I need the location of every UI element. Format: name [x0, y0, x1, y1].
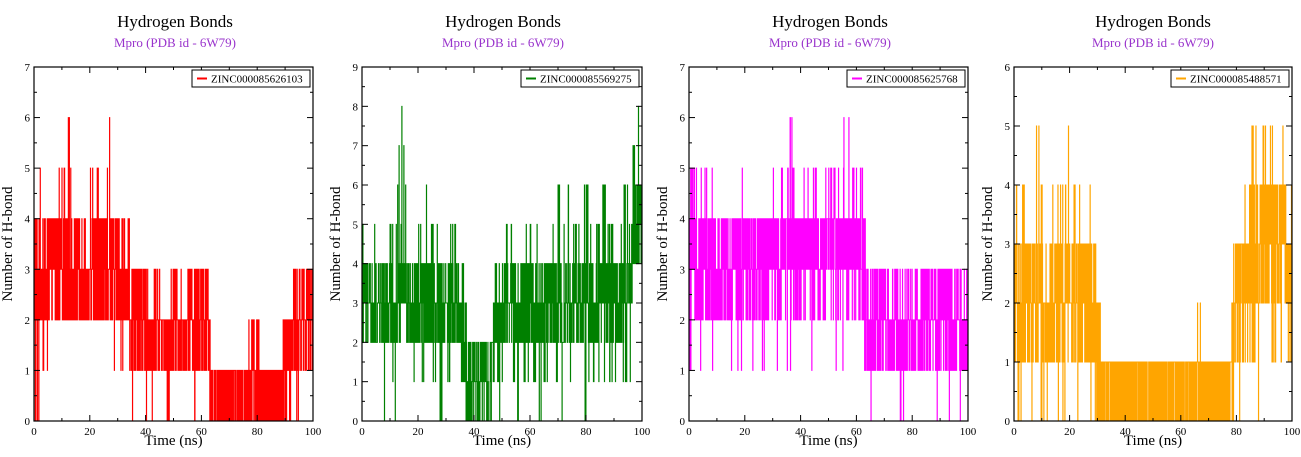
y-tick-label: 5: [25, 163, 31, 175]
x-tick-label: 20: [1064, 426, 1076, 438]
chart-title: Hydrogen Bonds: [445, 12, 561, 31]
y-tick-label: 1: [25, 365, 31, 377]
y-tick-label: 6: [680, 113, 686, 125]
legend-box: [846, 69, 966, 88]
y-tick-label: 7: [680, 62, 686, 74]
y-tick-label: 4: [25, 214, 31, 226]
y-tick-label: 5: [353, 219, 359, 231]
series-line-3: [689, 117, 968, 421]
y-tick-label: 2: [25, 315, 31, 327]
y-tick-label: 5: [1005, 121, 1011, 133]
x-tick-label: 60: [525, 426, 537, 438]
x-tick-label: 40: [140, 426, 152, 438]
x-axis-label: Time (ns): [1124, 433, 1182, 449]
y-tick-label: 3: [353, 298, 359, 310]
y-tick-label: 6: [1005, 62, 1011, 74]
x-tick-label: 80: [581, 426, 593, 438]
y-tick-label: 6: [353, 180, 359, 192]
legend-label: ZINC000085488571: [1190, 74, 1282, 86]
chart-subtitle: Mpro (PDB id - 6W79): [769, 35, 891, 50]
x-axis-label: Time (ns): [144, 433, 202, 449]
legend-label: ZINC000085626103: [211, 74, 303, 86]
x-tick-label: 0: [359, 426, 365, 438]
y-tick-label: 4: [680, 214, 686, 226]
series-line-4: [1014, 125, 1292, 421]
legend-box: [1170, 69, 1290, 88]
y-tick-label: 1: [1005, 357, 1011, 369]
chart-title: Hydrogen Bonds: [1095, 12, 1211, 31]
y-tick-label: 0: [680, 416, 686, 428]
x-tick-label: 40: [795, 426, 807, 438]
y-tick-label: 3: [680, 264, 686, 276]
x-tick-label: 40: [469, 426, 481, 438]
y-tick-label: 1: [680, 365, 686, 377]
y-tick-label: 6: [25, 113, 31, 125]
x-tick-label: 80: [907, 426, 919, 438]
series-line-1: [34, 117, 313, 421]
x-axis-label: Time (ns): [473, 433, 531, 449]
y-tick-label: 3: [25, 264, 31, 276]
y-tick-label: 0: [353, 416, 359, 428]
x-tick-label: 100: [305, 426, 322, 438]
legend-label: ZINC000085625768: [866, 74, 958, 86]
y-tick-label: 2: [1005, 298, 1011, 310]
x-tick-label: 100: [634, 426, 651, 438]
legend-box: [520, 69, 640, 88]
x-tick-label: 80: [1231, 426, 1243, 438]
x-tick-label: 60: [851, 426, 863, 438]
y-axis-label: Number of H-bond: [328, 186, 344, 301]
y-tick-label: 5: [680, 163, 686, 175]
y-axis-label: Number of H-bond: [0, 186, 16, 301]
y-tick-label: 9: [353, 62, 359, 74]
chart-subtitle: Mpro (PDB id - 6W79): [114, 35, 236, 50]
y-tick-label: 7: [353, 141, 359, 153]
x-tick-label: 40: [1120, 426, 1132, 438]
chart-subtitle: Mpro (PDB id - 6W79): [1092, 35, 1214, 50]
x-tick-label: 0: [686, 426, 692, 438]
y-tick-label: 1: [353, 377, 359, 389]
chart-subtitle: Mpro (PDB id - 6W79): [442, 35, 564, 50]
x-tick-label: 20: [84, 426, 96, 438]
chart-title: Hydrogen Bonds: [772, 12, 888, 31]
y-tick-label: 8: [353, 101, 359, 113]
x-tick-label: 0: [31, 426, 37, 438]
y-axis-label: Number of H-bond: [980, 186, 996, 301]
x-tick-label: 100: [1284, 426, 1301, 438]
x-tick-label: 20: [413, 426, 425, 438]
legend-label: ZINC000085569275: [540, 74, 632, 86]
y-tick-label: 3: [1005, 239, 1011, 251]
y-axis-label: Number of H-bond: [655, 186, 671, 301]
x-tick-label: 100: [960, 426, 977, 438]
chart-title: Hydrogen Bonds: [117, 12, 233, 31]
x-tick-label: 80: [252, 426, 264, 438]
y-tick-label: 4: [353, 259, 359, 271]
x-tick-label: 0: [1011, 426, 1017, 438]
legend-box: [191, 69, 311, 88]
series-line-2: [362, 105, 642, 421]
y-tick-label: 4: [1005, 180, 1011, 192]
y-tick-label: 7: [25, 62, 31, 74]
y-tick-label: 0: [1005, 416, 1011, 428]
x-tick-label: 60: [1175, 426, 1187, 438]
x-axis-label: Time (ns): [799, 433, 857, 449]
y-tick-label: 2: [680, 315, 686, 327]
x-tick-label: 20: [739, 426, 751, 438]
x-tick-label: 60: [196, 426, 208, 438]
y-tick-label: 2: [353, 337, 359, 349]
y-tick-label: 0: [25, 416, 31, 428]
